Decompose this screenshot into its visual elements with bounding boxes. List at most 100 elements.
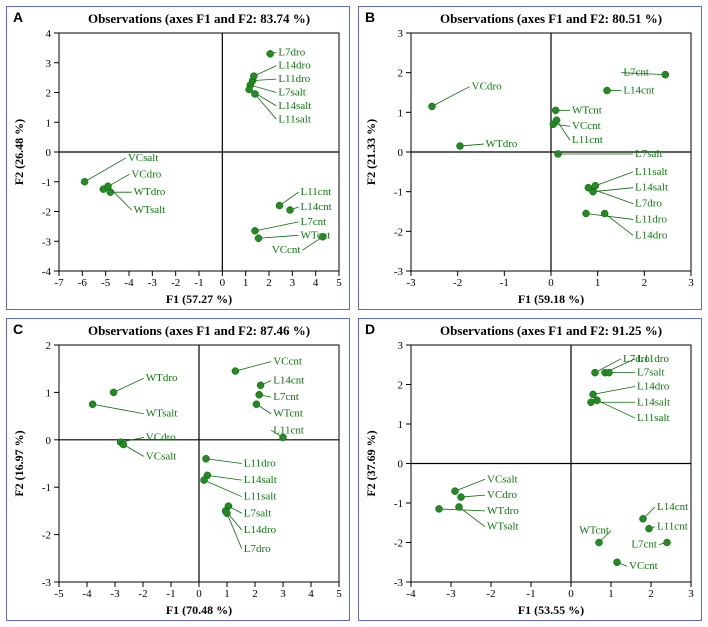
x-tick-label: -2 xyxy=(486,588,495,600)
x-tick-label: 0 xyxy=(220,277,226,289)
point-label: VCsalt xyxy=(487,473,518,485)
x-tick-label: -2 xyxy=(453,277,462,289)
data-point xyxy=(287,207,294,214)
data-point xyxy=(105,183,112,190)
x-tick-label: -3 xyxy=(406,277,416,289)
data-point xyxy=(110,389,117,396)
x-tick-label: 0 xyxy=(568,588,574,600)
y-tick-label: 1 xyxy=(46,117,52,129)
x-tick-label: -4 xyxy=(124,277,134,289)
point-label: L14salt xyxy=(244,474,277,486)
figure-grid: AObservations (axes F1 and F2: 83.74 %)-… xyxy=(0,0,708,627)
x-tick-label: -5 xyxy=(54,588,64,600)
data-point xyxy=(276,202,283,209)
y-axis-label: F2 (26.48 %) xyxy=(12,119,26,185)
data-point xyxy=(120,441,127,448)
x-tick-label: 0 xyxy=(196,588,202,600)
panel-D: D Observations (axes F1 and F2: 91.25 %) -… xyxy=(358,318,702,621)
point-label: L14cnt xyxy=(301,201,332,213)
data-point xyxy=(246,86,253,93)
x-tick-label: 0 xyxy=(548,277,554,289)
y-tick-label: -1 xyxy=(42,482,51,494)
data-point xyxy=(203,455,210,462)
panel-letter: D xyxy=(365,321,375,337)
point-label: L11cnt xyxy=(273,424,304,436)
x-axis-label: F1 (59.18 %) xyxy=(518,292,584,306)
point-label: VCsalt xyxy=(146,450,177,462)
point-label: VCsalt xyxy=(128,152,159,164)
data-point xyxy=(436,505,443,512)
x-tick-label: 3 xyxy=(688,277,694,289)
x-tick-label: 3 xyxy=(290,277,296,289)
x-tick-label: 4 xyxy=(308,588,314,600)
y-tick-label: -1 xyxy=(394,498,403,510)
data-point xyxy=(81,178,88,185)
x-tick-label: -5 xyxy=(101,277,111,289)
y-tick-label: -3 xyxy=(42,577,52,589)
x-tick-label: 1 xyxy=(595,277,601,289)
x-tick-label: 2 xyxy=(648,588,654,600)
x-tick-label: 4 xyxy=(313,277,319,289)
data-point xyxy=(458,494,465,501)
data-point xyxy=(224,510,231,517)
x-tick-label: 1 xyxy=(224,588,230,600)
y-tick-label: -2 xyxy=(394,226,403,238)
data-point xyxy=(640,515,647,522)
panel-letter: C xyxy=(13,321,23,337)
x-tick-label: -1 xyxy=(166,588,175,600)
point-label: VCcnt xyxy=(272,244,301,256)
y-tick-label: 2 xyxy=(46,340,52,352)
point-label: L7cnt xyxy=(631,538,657,550)
y-tick-label: 0 xyxy=(46,435,52,447)
x-tick-label: 2 xyxy=(252,588,258,600)
data-point xyxy=(590,391,597,398)
x-tick-label: -3 xyxy=(446,588,456,600)
x-tick-label: -4 xyxy=(406,588,416,600)
data-point xyxy=(583,210,590,217)
data-point xyxy=(256,391,263,398)
y-tick-label: 1 xyxy=(398,107,404,119)
point-label: WTdro xyxy=(487,505,519,517)
y-tick-label: -3 xyxy=(394,266,404,278)
x-tick-label: -1 xyxy=(194,277,203,289)
point-label: WTdro xyxy=(134,186,166,198)
point-label: L7salt xyxy=(244,507,271,519)
x-tick-label: -6 xyxy=(78,277,88,289)
data-point xyxy=(664,539,671,546)
data-point xyxy=(429,103,436,110)
point-label: L14salt xyxy=(278,100,311,112)
x-tick-label: -1 xyxy=(526,588,535,600)
y-tick-label: 2 xyxy=(398,68,404,80)
data-point xyxy=(250,73,257,80)
data-point xyxy=(555,150,562,157)
x-tick-label: 1 xyxy=(243,277,249,289)
point-label: L7dro xyxy=(635,198,662,210)
data-point xyxy=(456,503,463,510)
point-label: VCdro xyxy=(472,81,502,93)
x-tick-label: 3 xyxy=(688,588,694,600)
y-tick-label: 0 xyxy=(398,147,404,159)
panel-B: BObservations (axes F1 and F2: 80.51 %)-… xyxy=(358,6,702,310)
point-label: L14cnt xyxy=(657,501,688,513)
chart-title: Observations (axes F1 and F2: 91.25 %) xyxy=(440,323,662,338)
point-label: L7salt xyxy=(635,148,663,160)
point-label: WTcnt xyxy=(273,408,303,420)
point-label: L11cnt xyxy=(657,521,688,533)
y-tick-label: 0 xyxy=(398,459,404,471)
point-label: VCdro xyxy=(131,168,161,180)
x-tick-label: -1 xyxy=(500,277,509,289)
y-axis-label: F2 (16.97 %) xyxy=(12,430,26,496)
x-axis-label: F1 (57.27 %) xyxy=(166,292,232,306)
y-tick-label: 1 xyxy=(46,387,52,399)
y-tick-label: -1 xyxy=(394,187,403,199)
panel-letter: A xyxy=(13,9,23,25)
y-tick-label: -2 xyxy=(42,530,51,542)
data-point xyxy=(457,143,464,150)
data-point xyxy=(201,477,208,484)
point-label: L7cnt xyxy=(623,67,649,79)
y-tick-label: 0 xyxy=(46,147,52,159)
y-tick-label: -1 xyxy=(42,177,51,189)
point-label: L14dro xyxy=(635,229,668,241)
point-label: L11cnt xyxy=(572,134,603,146)
point-label: VCdro xyxy=(146,431,176,443)
